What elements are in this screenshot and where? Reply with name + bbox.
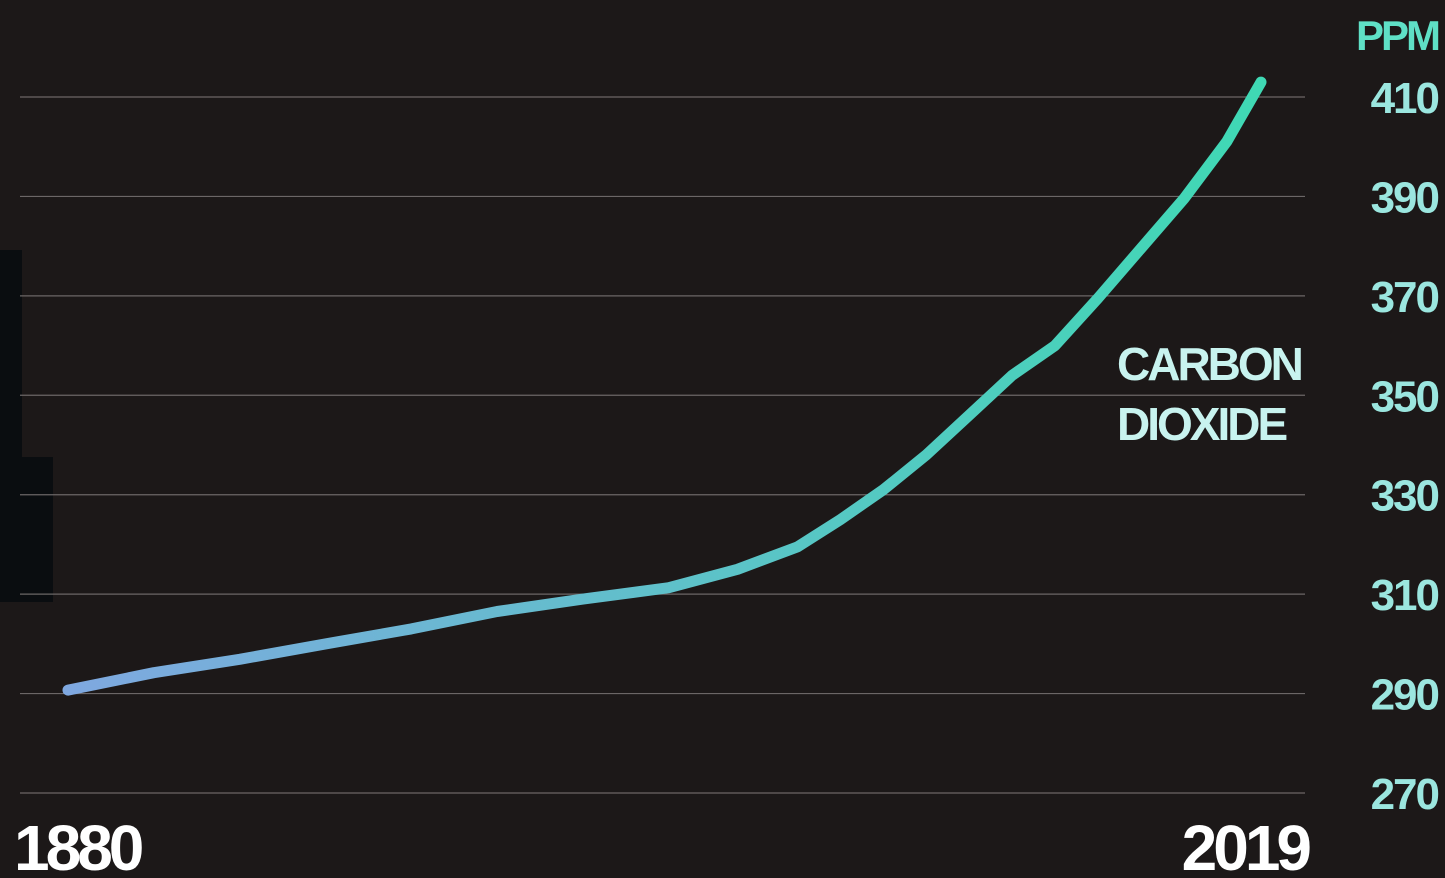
y-tick-label-390: 390 xyxy=(1371,173,1439,222)
y-axis-unit-label: PPM xyxy=(1356,12,1439,59)
x-axis-end-label: 2019 xyxy=(1182,812,1311,878)
series-annotation-line-1: CARBON xyxy=(1117,338,1302,390)
series-line-carbon-dioxide xyxy=(62,76,1267,696)
left-edge-panel-lower xyxy=(0,457,53,602)
y-tick-label-270: 270 xyxy=(1371,770,1439,819)
y-tick-label-410: 410 xyxy=(1371,74,1439,123)
y-tick-label-290: 290 xyxy=(1371,671,1439,720)
y-tick-label-310: 310 xyxy=(1371,571,1439,620)
x-axis-start-label: 1880 xyxy=(14,812,142,878)
y-tick-label-370: 370 xyxy=(1371,273,1439,322)
series-annotation-line-2: DIOXIDE xyxy=(1117,398,1286,450)
y-tick-label-330: 330 xyxy=(1371,472,1439,521)
y-axis-ticks: 270 290 310 330 350 370 390 410 xyxy=(1371,74,1441,819)
gridlines xyxy=(20,96,1305,794)
y-tick-label-350: 350 xyxy=(1371,372,1439,421)
